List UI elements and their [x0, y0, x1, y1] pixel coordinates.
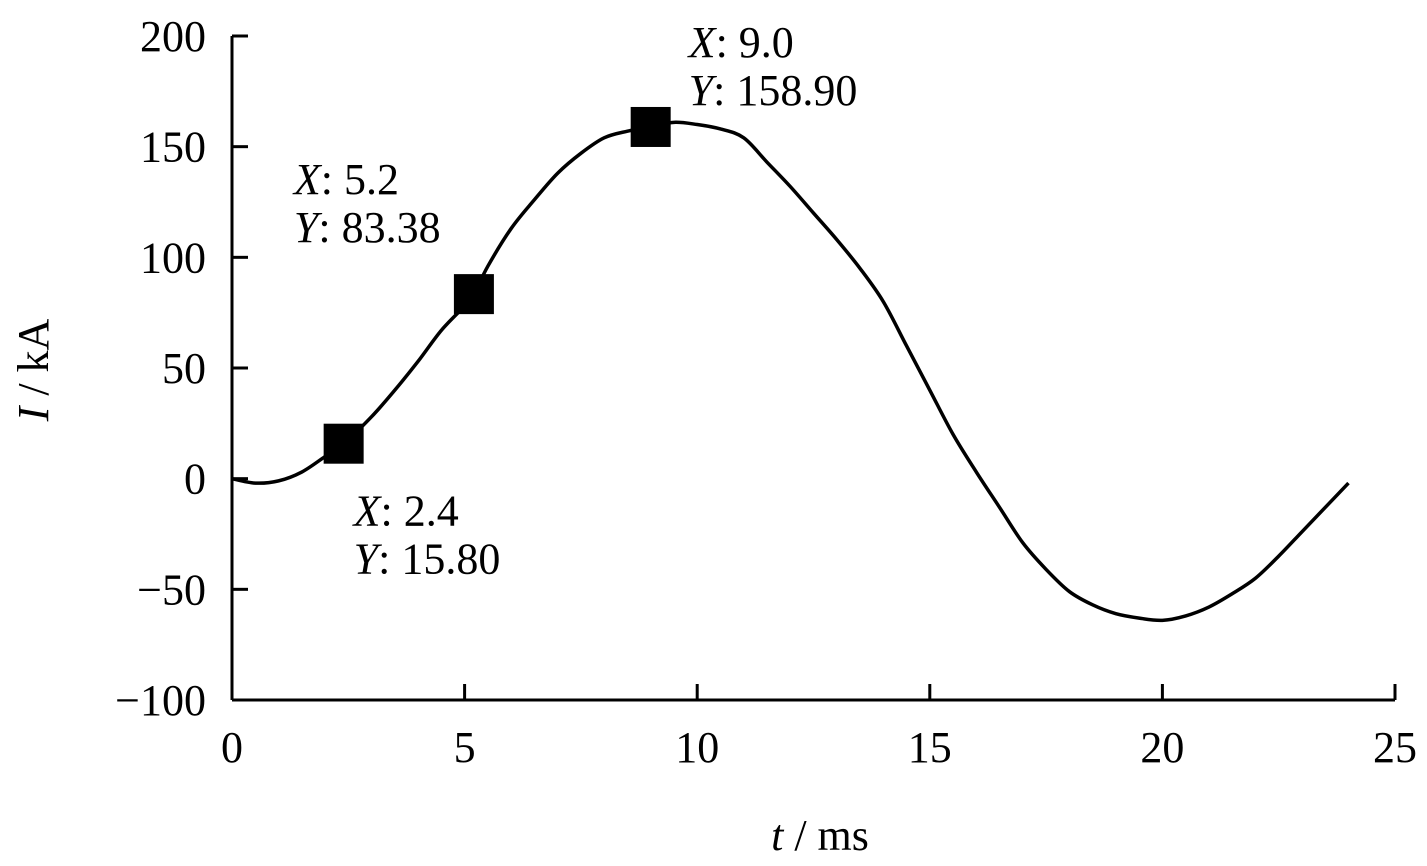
- marker-y-annotation: Y: 83.38: [294, 203, 441, 252]
- marker-x-annotation: X: 5.2: [292, 155, 399, 204]
- y-tick-label: 150: [140, 123, 206, 172]
- data-point-marker: [631, 107, 671, 147]
- y-tick-label: 100: [140, 233, 206, 282]
- x-tick-label: 25: [1373, 723, 1417, 772]
- y-tick-label: 0: [184, 455, 206, 504]
- x-axis-title: t / ms: [771, 811, 869, 860]
- x-ticks: 0 5 10 15 20 25: [221, 684, 1417, 772]
- marker-x-key: X: [292, 155, 323, 204]
- x-tick-label: 10: [675, 723, 719, 772]
- marker-x-value: : 5.2: [321, 155, 399, 204]
- marker-y-value: : 158.90: [713, 66, 857, 115]
- data-point-marker: [324, 424, 364, 464]
- marker-y-annotation: Y: 15.80: [354, 535, 501, 584]
- marker-x-key: X: [687, 18, 718, 67]
- y-axis-title: I / kA: [9, 318, 58, 422]
- y-axis-title-unit: / kA: [9, 318, 58, 406]
- x-tick-label: 5: [454, 723, 476, 772]
- x-tick-label: 15: [908, 723, 952, 772]
- marker-x-value: : 2.4: [381, 487, 459, 536]
- y-ticks: −100 −50 0 50 100 150 200: [115, 12, 248, 725]
- y-tick-label: 200: [140, 12, 206, 61]
- x-tick-label: 20: [1140, 723, 1184, 772]
- marker-x-annotation: X: 9.0: [687, 18, 794, 67]
- x-tick-label: 0: [221, 723, 243, 772]
- y-tick-label: −50: [137, 565, 206, 614]
- marker-y-annotation: Y: 158.90: [689, 66, 858, 115]
- x-axis-title-unit: / ms: [783, 811, 869, 860]
- data-point-marker: [454, 274, 494, 314]
- y-tick-label: 50: [162, 344, 206, 393]
- marker-x-annotation: X: 2.4: [352, 487, 459, 536]
- y-tick-label: −100: [115, 676, 206, 725]
- marker-x-value: : 9.0: [716, 18, 794, 67]
- marker-x-key: X: [352, 487, 383, 536]
- marker-y-value: : 83.38: [318, 203, 440, 252]
- annotations: X: 2.4Y: 15.80X: 5.2Y: 83.38X: 9.0Y: 158…: [292, 18, 857, 584]
- marker-y-value: : 15.80: [378, 535, 500, 584]
